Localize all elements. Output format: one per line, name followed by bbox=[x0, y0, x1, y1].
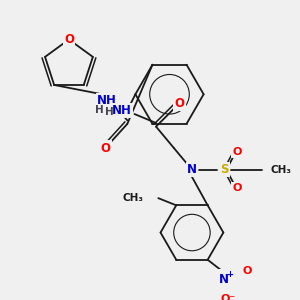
Text: O⁻: O⁻ bbox=[221, 294, 236, 300]
Text: H: H bbox=[95, 104, 104, 115]
Text: O: O bbox=[232, 183, 242, 193]
Text: NH: NH bbox=[112, 104, 132, 117]
Text: O: O bbox=[242, 266, 252, 275]
Text: CH₃: CH₃ bbox=[271, 165, 292, 175]
Text: CH₃: CH₃ bbox=[123, 193, 144, 203]
Text: +: + bbox=[226, 270, 234, 279]
Text: N: N bbox=[187, 163, 197, 176]
Text: O: O bbox=[101, 142, 111, 154]
Text: O: O bbox=[174, 97, 184, 110]
Text: H: H bbox=[105, 107, 114, 117]
Text: O: O bbox=[64, 33, 74, 46]
Text: O: O bbox=[232, 147, 242, 157]
Text: NH: NH bbox=[97, 94, 117, 107]
Text: N: N bbox=[219, 273, 229, 286]
Text: S: S bbox=[220, 163, 229, 176]
